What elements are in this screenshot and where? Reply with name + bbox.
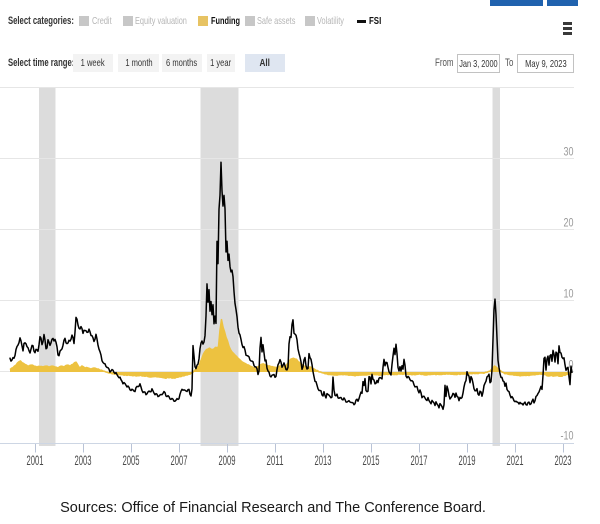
svg-text:2001: 2001	[27, 452, 44, 468]
svg-text:2017: 2017	[411, 452, 428, 468]
svg-text:2011: 2011	[267, 452, 284, 468]
svg-text:30: 30	[564, 145, 574, 159]
svg-text:2003: 2003	[75, 452, 92, 468]
svg-text:2023: 2023	[555, 452, 572, 468]
svg-text:2009: 2009	[219, 452, 236, 468]
svg-text:2015: 2015	[363, 452, 380, 468]
svg-text:-10: -10	[561, 429, 574, 443]
svg-text:2013: 2013	[315, 452, 332, 468]
svg-text:0: 0	[569, 358, 574, 372]
svg-text:2007: 2007	[171, 452, 188, 468]
svg-text:10: 10	[564, 287, 574, 301]
svg-text:2019: 2019	[459, 452, 476, 468]
svg-text:20: 20	[564, 216, 574, 230]
svg-text:2005: 2005	[123, 452, 140, 468]
svg-text:2021: 2021	[507, 452, 524, 468]
